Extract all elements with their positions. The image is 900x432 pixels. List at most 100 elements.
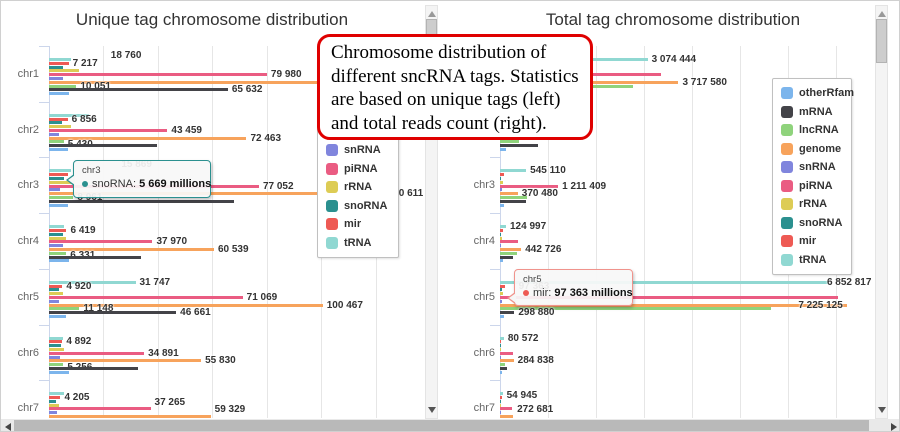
bar-chr1-mir[interactable]	[49, 61, 69, 65]
bar-chr3-otherRfam[interactable]	[500, 203, 505, 207]
bar-chr7-rRNA[interactable]	[49, 403, 59, 407]
right-vertical-scrollbar[interactable]	[875, 5, 888, 419]
bar-chr3-snRNA[interactable]	[49, 188, 60, 192]
bar-chr5-piRNA[interactable]	[500, 296, 838, 299]
bar-chr4-mRNA[interactable]	[500, 255, 514, 259]
scroll-up-arrow[interactable]	[428, 11, 436, 17]
bar-chr6-mir[interactable]	[500, 340, 502, 344]
bar-chr5-tRNA[interactable]	[49, 280, 136, 284]
bar-chr2-tRNA[interactable]	[49, 113, 89, 117]
bar-chr4-snoRNA[interactable]	[500, 232, 501, 236]
bar-chr4-rRNA[interactable]	[500, 236, 502, 240]
bar-chr4-mir[interactable]	[49, 228, 67, 232]
bar-chr6-lncRNA[interactable]	[49, 363, 64, 367]
bar-chr2-rRNA[interactable]	[49, 125, 71, 129]
bar-chr6-tRNA[interactable]	[500, 336, 504, 340]
legend-item-tRNA[interactable]: tRNA	[781, 251, 843, 270]
scroll-down-arrow[interactable]	[428, 407, 436, 413]
bar-chr2-otherRfam[interactable]	[49, 147, 68, 151]
bar-chr5-tRNA[interactable]	[500, 280, 829, 284]
bar-chr3-rRNA[interactable]	[500, 180, 503, 184]
bar-chr7-snRNA[interactable]	[49, 411, 57, 415]
bar-chr5-snRNA[interactable]	[49, 299, 59, 303]
bar-chr5-mRNA[interactable]	[500, 311, 515, 315]
legend-item-rRNA[interactable]: rRNA	[326, 178, 390, 197]
bar-chr6-snRNA[interactable]	[49, 355, 60, 359]
legend-item-tRNA[interactable]: tRNA	[326, 234, 390, 253]
bar-chr3-mRNA[interactable]	[500, 199, 526, 203]
bar-chr1-mRNA[interactable]	[49, 88, 228, 92]
bar-chr4-snoRNA[interactable]	[49, 232, 63, 236]
bar-chr5-rRNA[interactable]	[500, 292, 503, 296]
bar-chr2-mRNA[interactable]	[500, 144, 538, 148]
bar-chr5-genome[interactable]	[500, 303, 847, 307]
bar-chr5-mir[interactable]	[500, 284, 505, 288]
bar-chr4-tRNA[interactable]	[49, 225, 65, 229]
legend-item-rRNA[interactable]: rRNA	[781, 195, 843, 214]
bar-chr7-piRNA[interactable]	[49, 407, 151, 411]
bar-chr6-mRNA[interactable]	[500, 366, 508, 370]
legend-item-piRNA[interactable]: piRNA	[781, 177, 843, 196]
bar-chr5-otherRfam[interactable]	[49, 315, 66, 318]
scrollbar-thumb[interactable]	[876, 19, 887, 63]
bar-chr4-tRNA[interactable]	[500, 225, 506, 229]
bar-chr3-lncRNA[interactable]	[500, 196, 527, 199]
bar-chr3-snoRNA[interactable]	[49, 177, 65, 180]
bar-chr1-rRNA[interactable]	[49, 69, 79, 73]
bar-chr3-rRNA[interactable]	[49, 180, 74, 184]
bar-chr4-rRNA[interactable]	[49, 236, 66, 240]
bar-chr6-lncRNA[interactable]	[500, 363, 505, 367]
bar-chr1-otherRfam[interactable]	[49, 92, 69, 96]
bar-chr4-genome[interactable]	[500, 247, 522, 251]
bar-chr2-otherRfam[interactable]	[500, 147, 506, 151]
legend-item-mir[interactable]: mir	[781, 232, 843, 251]
scroll-down-arrow[interactable]	[878, 407, 886, 413]
legend-item-mir[interactable]: mir	[326, 215, 390, 234]
bar-chr7-mir[interactable]	[500, 396, 502, 399]
bar-chr6-piRNA[interactable]	[500, 351, 513, 355]
bar-chr1-piRNA[interactable]	[49, 73, 267, 77]
bar-chr7-mir[interactable]	[49, 396, 61, 399]
horizontal-scrollbar[interactable]	[1, 419, 899, 431]
bar-chr3-genome[interactable]	[500, 192, 518, 196]
bar-chr5-otherRfam[interactable]	[500, 315, 504, 318]
bar-chr3-mir[interactable]	[500, 173, 504, 177]
legend-item-piRNA[interactable]: piRNA	[326, 160, 390, 179]
bar-chr2-genome[interactable]	[49, 136, 247, 140]
bar-chr2-lncRNA[interactable]	[49, 140, 64, 144]
bar-chr3-snRNA[interactable]	[500, 188, 502, 192]
bar-chr4-mir[interactable]	[500, 228, 503, 232]
bar-chr5-snoRNA[interactable]	[49, 288, 59, 292]
bar-chr6-mRNA[interactable]	[49, 366, 138, 370]
bar-chr7-tRNA[interactable]	[500, 392, 503, 396]
bar-chr4-genome[interactable]	[49, 247, 214, 251]
scroll-up-arrow[interactable]	[878, 11, 886, 17]
bar-chr6-genome[interactable]	[500, 359, 514, 363]
bar-chr7-rRNA[interactable]	[500, 403, 502, 407]
bar-chr3-otherRfam[interactable]	[49, 203, 69, 207]
legend-item-genome[interactable]: genome	[781, 140, 843, 159]
bar-chr7-genome[interactable]	[500, 415, 514, 418]
bar-chr5-genome[interactable]	[49, 303, 323, 307]
bar-chr4-mRNA[interactable]	[49, 255, 141, 259]
scrollbar-thumb[interactable]	[426, 19, 437, 35]
bar-chr3-mir[interactable]	[49, 173, 69, 177]
legend-item-snoRNA[interactable]: snoRNA	[781, 214, 843, 233]
bar-chr5-piRNA[interactable]	[49, 296, 243, 299]
bar-chr3-piRNA[interactable]	[500, 184, 559, 188]
bar-chr1-lncRNA[interactable]	[49, 84, 77, 88]
bar-chr3-tRNA[interactable]	[49, 169, 72, 173]
bar-chr2-snRNA[interactable]	[49, 132, 59, 136]
bar-chr5-lncRNA[interactable]	[49, 307, 80, 311]
bar-chr3-genome[interactable]	[49, 192, 378, 196]
legend-item-lncRNA[interactable]: lncRNA	[781, 121, 843, 140]
bar-chr4-otherRfam[interactable]	[500, 259, 503, 263]
bar-chr5-lncRNA[interactable]	[500, 307, 772, 311]
bar-chr7-snoRNA[interactable]	[500, 399, 501, 403]
bar-chr6-tRNA[interactable]	[49, 336, 63, 340]
bar-chr6-piRNA[interactable]	[49, 351, 145, 355]
bar-chr4-snRNA[interactable]	[49, 244, 63, 248]
bar-chr2-mir[interactable]	[49, 117, 68, 121]
bar-chr5-snRNA[interactable]	[500, 299, 502, 303]
bar-chr6-rRNA[interactable]	[49, 347, 64, 351]
